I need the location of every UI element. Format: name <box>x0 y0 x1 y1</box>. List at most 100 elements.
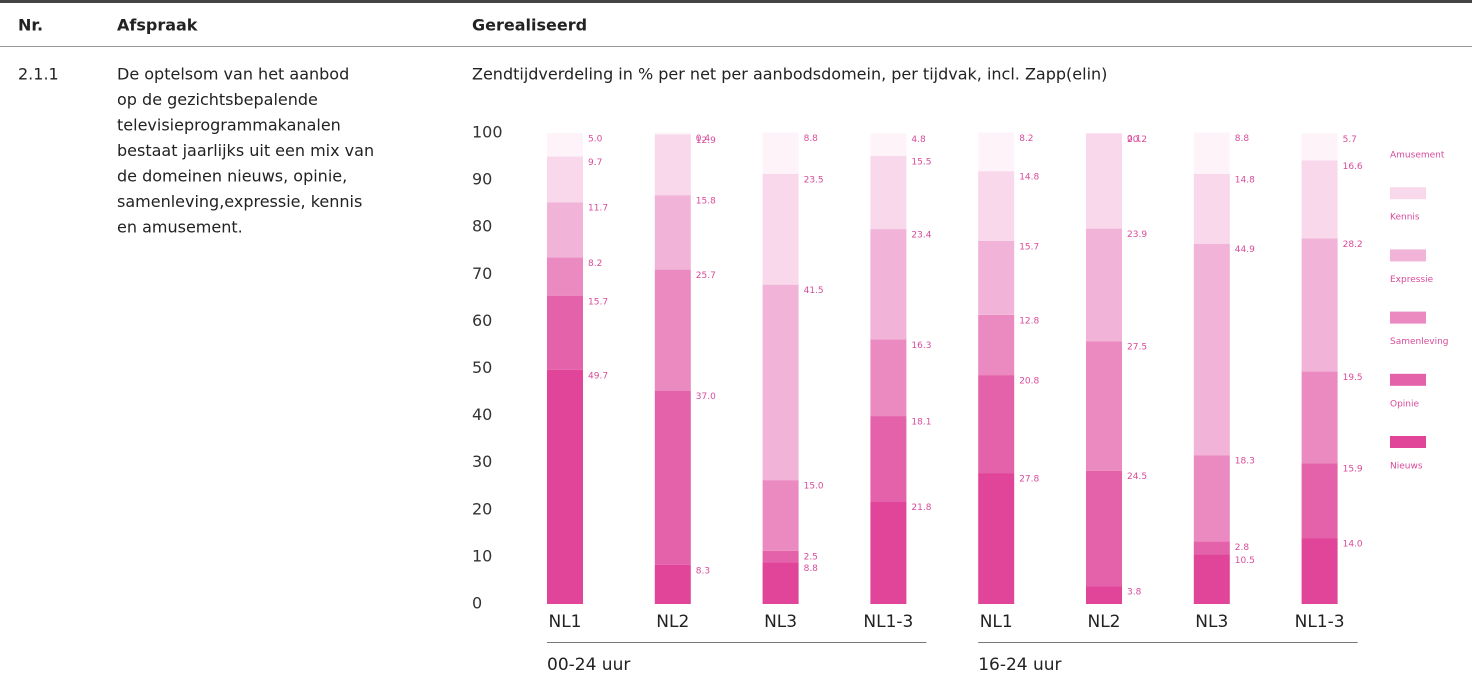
bar-segment <box>870 229 907 340</box>
value-label: 12.9 <box>696 136 716 146</box>
x-tick-label: NL2 <box>656 612 689 632</box>
bar-segment <box>1301 133 1338 161</box>
bar-segment <box>870 416 907 502</box>
value-label: 23.4 <box>911 231 931 241</box>
value-label: 15.8 <box>696 197 716 207</box>
y-tick-label: 70 <box>472 264 492 283</box>
legend-swatch <box>1390 187 1426 200</box>
bar-segment <box>762 132 799 174</box>
value-label: 8.8 <box>1235 134 1250 144</box>
bar-segment <box>870 339 907 417</box>
bar-segment <box>1193 455 1230 542</box>
legend-label: Opinie <box>1390 399 1420 409</box>
value-label: 8.8 <box>804 564 819 574</box>
row-afspraak-line: op de gezichtsbepalende <box>117 90 318 109</box>
row-afspraak-line: televisieprogrammakanalen <box>117 116 341 135</box>
y-tick-label: 60 <box>472 311 492 330</box>
bar-segment <box>870 501 907 604</box>
bar-segment <box>1301 238 1338 372</box>
bar-segment <box>1086 133 1122 229</box>
value-label: 12.8 <box>1019 316 1039 326</box>
bar-segment <box>547 295 583 370</box>
legend-swatch <box>1390 311 1426 324</box>
bar-segment <box>870 156 907 230</box>
y-tick-label: 20 <box>472 499 492 518</box>
value-label: 41.5 <box>804 286 824 296</box>
value-label: 2.8 <box>1235 543 1250 553</box>
value-label: 0.4 <box>696 134 711 144</box>
bar-segment <box>547 202 583 258</box>
row-afspraak-line: bestaat jaarlijks uit een mix van <box>117 141 374 160</box>
bar-segment <box>654 132 691 135</box>
y-tick-label: 30 <box>472 452 492 471</box>
legend-swatch <box>1390 436 1426 448</box>
legend-label: Expressie <box>1390 275 1434 285</box>
bar-segment <box>978 375 1015 474</box>
x-tick-label: NL1-3 <box>1295 612 1345 632</box>
value-label: 0.1 <box>1127 135 1141 145</box>
value-label: 15.5 <box>911 158 931 168</box>
bar-segment <box>654 269 691 391</box>
legend-label: Samenleving <box>1390 337 1449 347</box>
bar-segment <box>547 369 583 604</box>
bar-segment <box>1193 132 1230 174</box>
x-tick-label: NL3 <box>764 612 797 632</box>
bar-segment <box>978 314 1015 376</box>
y-tick-label: 80 <box>472 217 492 236</box>
value-label: 18.1 <box>911 418 931 428</box>
value-label: 9.7 <box>588 158 602 168</box>
legend-label: Kennis <box>1390 213 1420 223</box>
bar-segment <box>654 134 691 196</box>
value-label: 14.0 <box>1343 540 1363 550</box>
bar-segment <box>762 173 799 285</box>
value-label: 28.2 <box>1343 240 1363 250</box>
bar-segment <box>1193 243 1230 456</box>
value-label: 15.9 <box>1343 465 1363 475</box>
row-afspraak-line: de domeinen nieuws, opinie, <box>117 167 347 186</box>
bar-segment <box>870 133 907 157</box>
value-label: 14.8 <box>1235 175 1255 185</box>
y-tick-label: 100 <box>472 123 503 142</box>
bar-segment <box>1086 586 1122 604</box>
bar-segment <box>1086 470 1122 587</box>
value-label: 5.0 <box>588 135 603 145</box>
header-nr: Nr. <box>18 16 43 35</box>
legend-label: Nieuws <box>1390 462 1423 472</box>
value-label: 44.9 <box>1235 245 1255 255</box>
bar-segment <box>978 240 1015 315</box>
bar-segment <box>762 284 799 481</box>
value-label: 23.5 <box>804 175 824 185</box>
header-gerealiseerd: Gerealiseerd <box>472 16 587 35</box>
value-label: 24.5 <box>1127 472 1147 482</box>
value-label: 18.3 <box>1235 457 1255 467</box>
x-tick-label: NL1 <box>548 612 581 632</box>
x-tick-label: NL3 <box>1195 612 1228 632</box>
y-tick-label: 0 <box>472 594 482 613</box>
value-label: 15.7 <box>588 297 608 307</box>
bar-segment <box>1086 341 1122 471</box>
bar-segment <box>654 564 691 604</box>
bar-segment <box>547 133 583 157</box>
header-afspraak: Afspraak <box>117 16 198 35</box>
row-afspraak-line: samenleving,expressie, kennis <box>117 192 362 211</box>
group-label: 00-24 uur <box>547 655 630 675</box>
group-label: 16-24 uur <box>978 655 1061 675</box>
bar-segment <box>1301 463 1338 539</box>
bar-segment <box>1301 371 1338 464</box>
value-label: 16.3 <box>911 341 931 351</box>
bar-segment <box>978 132 1015 172</box>
x-tick-label: NL1-3 <box>863 612 913 632</box>
row-nr: 2.1.1 <box>18 65 59 84</box>
bar-segment <box>547 156 583 203</box>
bar-segment <box>1301 160 1338 239</box>
bar-segment <box>762 562 799 604</box>
x-tick-label: NL1 <box>980 612 1013 632</box>
value-label: 15.7 <box>1019 242 1039 252</box>
value-label: 8.2 <box>1019 134 1033 144</box>
y-tick-label: 10 <box>472 546 492 565</box>
x-tick-label: NL2 <box>1087 612 1120 632</box>
value-label: 49.7 <box>588 371 608 381</box>
value-label: 15.0 <box>804 482 824 492</box>
